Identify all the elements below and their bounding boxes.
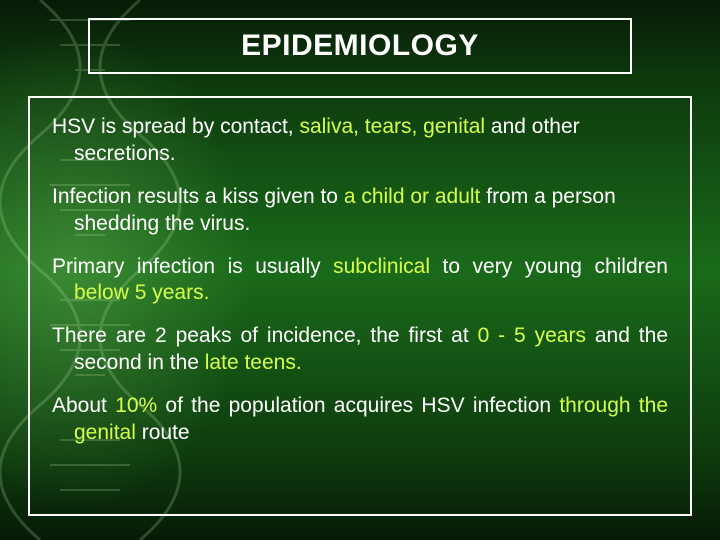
highlight-run: late teens.	[205, 351, 302, 374]
highlight-run: below 5 years.	[74, 281, 209, 304]
text-run: route	[142, 421, 190, 444]
highlight-run: saliva, tears, genital	[299, 115, 490, 138]
paragraph-5: About 10% of the population acquires HSV…	[74, 393, 668, 447]
highlight-run: a child or adult	[344, 185, 486, 208]
text-run: HSV is spread by contact,	[52, 115, 299, 138]
highlight-run: 0 - 5 years	[478, 324, 595, 347]
text-run: There are 2 peaks of incidence, the firs…	[52, 324, 478, 347]
paragraph-2: Infection results a kiss given to a chil…	[74, 184, 668, 238]
slide-title: EPIDEMIOLOGY	[241, 29, 479, 63]
content-box: HSV is spread by contact, saliva, tears,…	[28, 96, 692, 516]
text-run: Primary infection is usually	[52, 255, 333, 278]
highlight-run: 10%	[115, 394, 165, 417]
paragraph-3: Primary infection is usually subclinical…	[74, 254, 668, 308]
paragraph-1: HSV is spread by contact, saliva, tears,…	[74, 114, 668, 168]
title-box: EPIDEMIOLOGY	[88, 18, 632, 74]
text-run: of the population acquires HSV infection	[165, 394, 559, 417]
highlight-run: subclinical	[333, 255, 442, 278]
paragraph-4: There are 2 peaks of incidence, the firs…	[74, 323, 668, 377]
text-run: About	[52, 394, 115, 417]
text-run: to very young children	[443, 255, 668, 278]
text-run: Infection results a kiss given to	[52, 185, 344, 208]
